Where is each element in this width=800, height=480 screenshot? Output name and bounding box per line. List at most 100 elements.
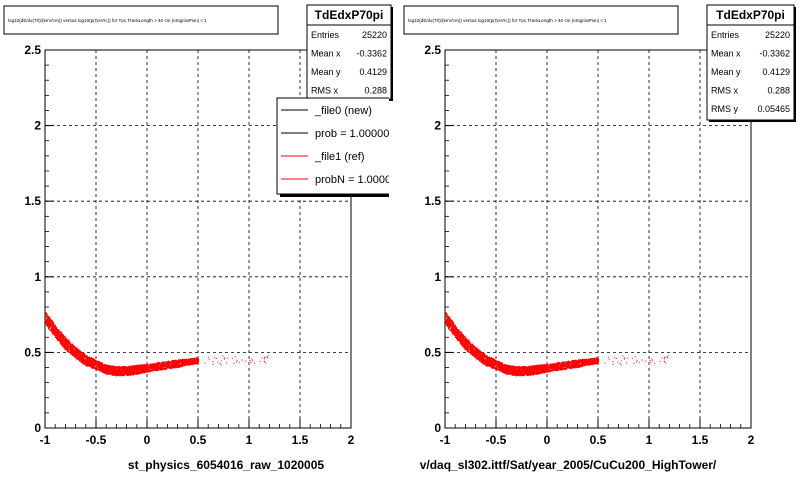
- scatter-point: [86, 364, 89, 366]
- scatter-point: [172, 360, 175, 363]
- scatter-point: [84, 362, 87, 364]
- scatter-point: [161, 362, 163, 364]
- scatter-point: [101, 363, 103, 365]
- scatter-point: [123, 366, 126, 368]
- scatter-point: [123, 370, 125, 373]
- scatter-point: [55, 333, 57, 336]
- scatter-point: [57, 329, 59, 331]
- scatter-point: [148, 365, 150, 367]
- scatter-point: [473, 345, 475, 347]
- scatter-point: [76, 358, 78, 360]
- scatter-point: [48, 328, 50, 330]
- scatter-point: [169, 363, 171, 365]
- scatter-point: [49, 317, 51, 320]
- scatter-point: [98, 367, 101, 370]
- scatter-point: [445, 314, 448, 316]
- scatter-point: [100, 366, 102, 368]
- scatter-point: [50, 328, 53, 331]
- scatter-point: [489, 357, 491, 360]
- scatter-point: [109, 367, 111, 370]
- scatter-point: [521, 368, 523, 370]
- scatter-point: [117, 373, 119, 375]
- scatter-point: [184, 362, 186, 364]
- scatter-point: [80, 359, 82, 362]
- scatter-point: [74, 346, 76, 348]
- scatter-point: [123, 369, 126, 371]
- scatter-point: [157, 362, 159, 364]
- scatter-point: [194, 360, 197, 362]
- scatter-point: [182, 362, 184, 364]
- scatter-point: [471, 349, 473, 351]
- scatter-point: [519, 371, 521, 373]
- scatter-point: [467, 351, 470, 353]
- scatter-point: [76, 349, 79, 351]
- scatter-point: [89, 357, 91, 360]
- scatter-point: [459, 336, 462, 339]
- scatter-point: [451, 321, 454, 323]
- scatter-point: [113, 371, 116, 373]
- scatter-point: [486, 355, 488, 357]
- scatter-point: [57, 337, 59, 339]
- scatter-point: [78, 350, 80, 353]
- scatter-point: [131, 370, 133, 372]
- scatter-point: [181, 363, 183, 365]
- scatter-point: [185, 358, 188, 361]
- scatter-point: [469, 345, 472, 347]
- scatter-point: [136, 371, 139, 373]
- scatter-point: [107, 369, 109, 372]
- scatter-point: [152, 364, 154, 366]
- scatter-point: [70, 352, 73, 355]
- scatter-point: [48, 323, 51, 326]
- scatter-point: [510, 373, 513, 375]
- scatter-point: [469, 347, 471, 350]
- scatter-point: [180, 365, 182, 368]
- scatter-point: [183, 364, 185, 367]
- scatter-point: [92, 365, 94, 367]
- scatter-point: [453, 328, 455, 330]
- scatter-point: [54, 326, 56, 329]
- scatter-point: [207, 356, 209, 358]
- scatter-point: [517, 371, 520, 374]
- scatter-point: [138, 366, 140, 369]
- scatter-point: [185, 361, 187, 363]
- scatter-point: [160, 369, 162, 371]
- scatter-point: [524, 372, 527, 374]
- scatter-point: [476, 347, 478, 349]
- scatter-point: [178, 362, 180, 365]
- scatter-point: [133, 372, 135, 374]
- scatter-point: [452, 324, 454, 326]
- legend: _file0 (new)prob = 1.000000_file1 (ref)p…: [276, 97, 389, 197]
- scatter-point: [196, 359, 199, 361]
- scatter-point: [119, 368, 121, 370]
- scatter-point: [174, 362, 177, 364]
- scatter-point: [59, 334, 61, 336]
- scatter-point: [231, 357, 233, 359]
- scatter-point: [493, 368, 496, 370]
- scatter-point: [455, 337, 458, 340]
- scatter-point: [57, 333, 60, 335]
- scatter-point: [92, 358, 94, 360]
- scatter-point: [68, 351, 70, 353]
- scatter-point: [61, 339, 63, 342]
- scatter-point: [59, 331, 61, 333]
- scatter-point: [66, 345, 68, 347]
- scatter-point: [123, 374, 125, 376]
- scatter-point: [451, 324, 453, 327]
- scatter-point: [108, 365, 110, 368]
- scatter-point: [176, 363, 179, 365]
- scatter-point: [459, 335, 462, 338]
- scatter-point: [261, 357, 263, 359]
- scatter-point: [153, 363, 155, 365]
- scatter-point: [236, 361, 238, 363]
- scatter-point: [49, 319, 51, 321]
- scatter-point: [460, 336, 462, 339]
- scatter-point: [502, 363, 504, 365]
- scatter-point: [465, 349, 468, 351]
- scatter-point: [60, 335, 63, 337]
- scatter-point: [491, 365, 493, 367]
- scatter-point: [50, 319, 52, 321]
- scatter-point: [141, 368, 144, 370]
- scatter-point: [48, 326, 50, 328]
- y-tick-label: 2: [34, 119, 41, 133]
- scatter-point: [454, 326, 456, 329]
